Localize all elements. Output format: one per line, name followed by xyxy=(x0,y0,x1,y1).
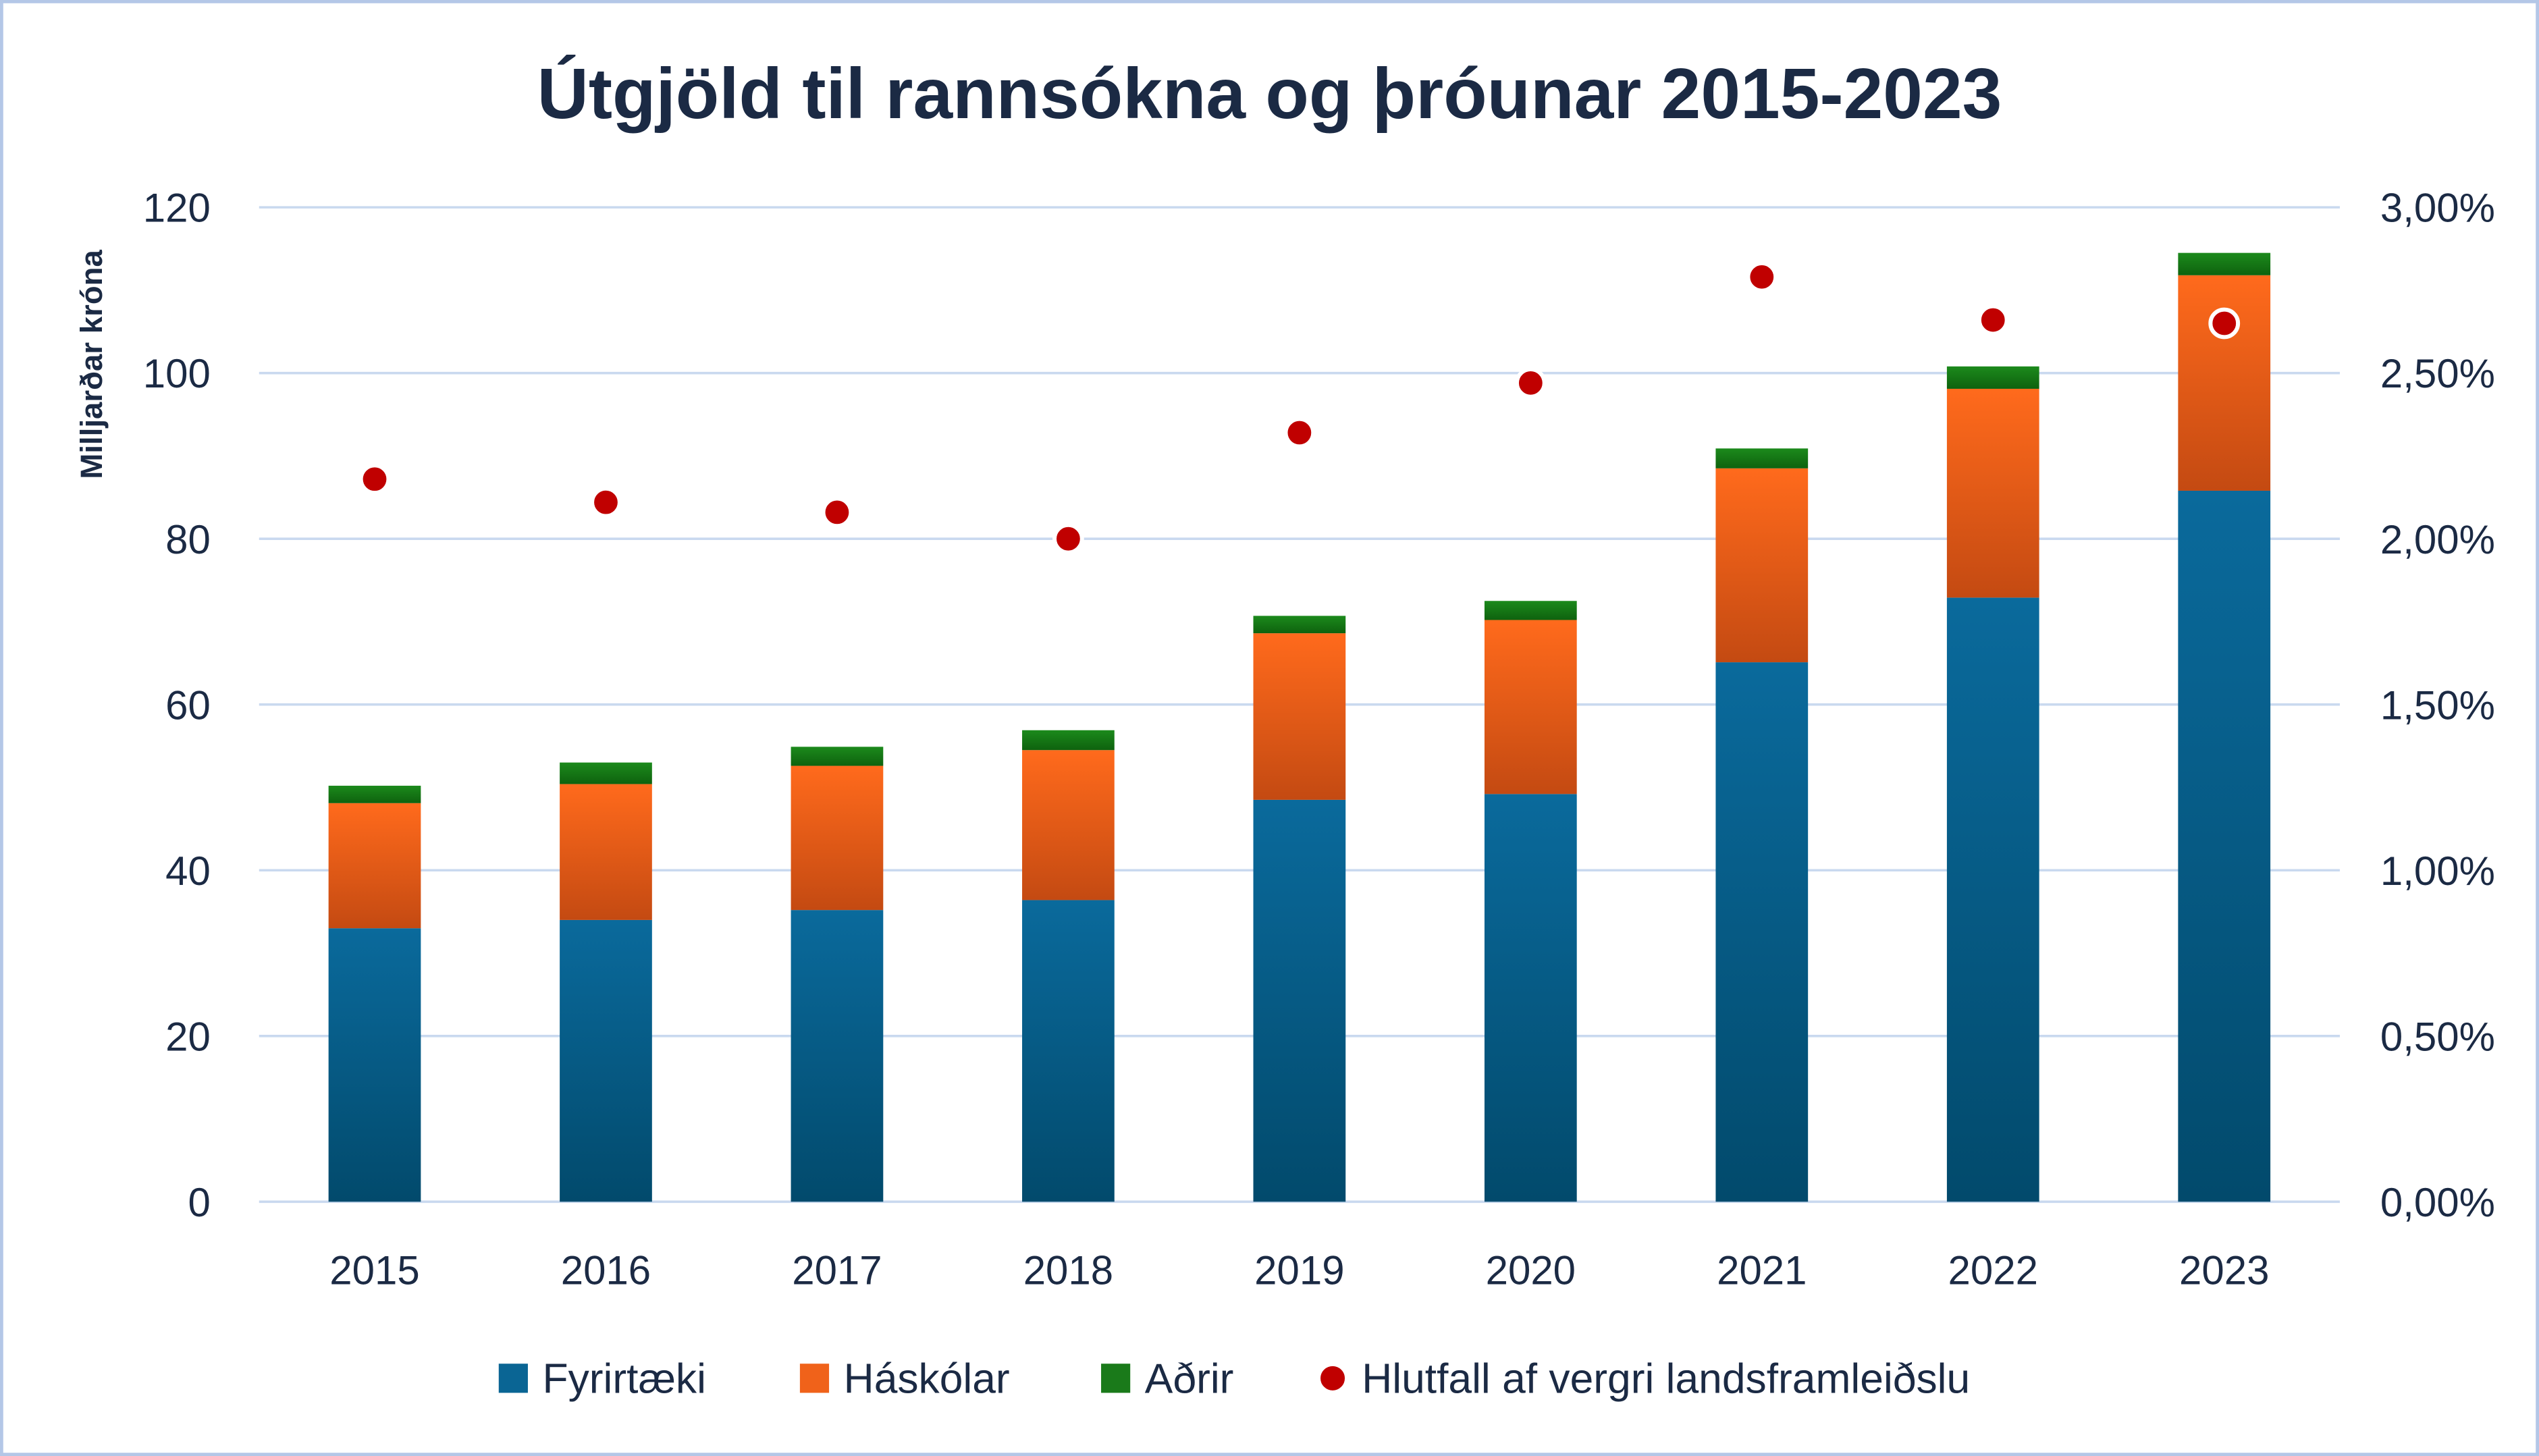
bar-háskólar-2016 xyxy=(560,784,652,920)
y-tick-label: 40 xyxy=(165,848,211,894)
gdp-share-dot-2021 xyxy=(1746,261,1778,293)
bar-aðrir-2021 xyxy=(1715,448,1809,468)
bar-háskólar-2017 xyxy=(791,765,884,911)
bar-aðrir-2016 xyxy=(560,762,652,784)
y-tick-label: 0 xyxy=(188,1180,210,1225)
y-axis-label: Milljarðar króna xyxy=(74,249,109,479)
x-tick-label: 2019 xyxy=(1254,1248,1344,1293)
gdp-share-dot-2018 xyxy=(1052,522,1084,555)
bar-fyrirtæki-2015 xyxy=(328,928,421,1202)
bar-háskólar-2020 xyxy=(1484,620,1577,794)
bar-fyrirtæki-2017 xyxy=(791,910,884,1202)
gdp-share-dot-2017 xyxy=(821,496,853,529)
gdp-share-dot-2019 xyxy=(1283,416,1316,449)
x-tick-label: 2020 xyxy=(1486,1248,1576,1293)
bar-aðrir-2018 xyxy=(1022,730,1115,751)
bar-aðrir-2019 xyxy=(1253,616,1346,634)
x-tick-label: 2015 xyxy=(329,1248,419,1293)
x-tick-label: 2016 xyxy=(561,1248,651,1293)
bar-fyrirtæki-2023 xyxy=(2178,490,2271,1202)
bar-fyrirtæki-2020 xyxy=(1484,794,1577,1202)
bar-háskólar-2021 xyxy=(1715,468,1809,663)
legend-label: Aðrir xyxy=(1145,1355,1234,1402)
y-tick-label: 120 xyxy=(143,186,211,231)
gdp-share-dot-2023 xyxy=(2208,307,2241,340)
bar-fyrirtæki-2019 xyxy=(1253,799,1346,1202)
y-tick-label: 60 xyxy=(165,682,211,728)
y2-tick-label: 2,50% xyxy=(2380,351,2495,396)
legend-marker-3 xyxy=(1317,1363,1348,1394)
bar-fyrirtæki-2022 xyxy=(1946,597,2039,1202)
bar-háskólar-2018 xyxy=(1022,750,1115,900)
x-tick-label: 2021 xyxy=(1717,1248,1807,1293)
bar-aðrir-2017 xyxy=(791,747,884,766)
gdp-share-dot-2016 xyxy=(590,486,622,518)
y2-tick-label: 1,50% xyxy=(2380,682,2495,728)
bar-fyrirtæki-2018 xyxy=(1022,900,1115,1202)
y2-tick-label: 3,00% xyxy=(2380,186,2495,231)
y-tick-label: 100 xyxy=(143,351,211,396)
gdp-share-dot-2022 xyxy=(1977,304,2009,336)
y-tick-label: 80 xyxy=(165,517,211,562)
x-tick-label: 2022 xyxy=(1948,1248,2038,1293)
y2-tick-label: 0,50% xyxy=(2380,1014,2495,1059)
y-tick-label: 20 xyxy=(165,1014,211,1059)
bar-aðrir-2020 xyxy=(1484,601,1577,620)
bar-fyrirtæki-2021 xyxy=(1715,662,1809,1202)
x-tick-label: 2018 xyxy=(1023,1248,1113,1293)
y2-tick-label: 1,00% xyxy=(2380,848,2495,894)
legend-label: Háskólar xyxy=(844,1355,1010,1402)
bar-háskólar-2015 xyxy=(328,803,421,929)
gdp-share-dot-2020 xyxy=(1514,367,1547,399)
x-tick-label: 2023 xyxy=(2179,1248,2269,1293)
legend-label: Hlutfall af vergri landsframleiðslu xyxy=(1362,1355,1970,1402)
bar-aðrir-2023 xyxy=(2178,252,2271,275)
bar-aðrir-2015 xyxy=(328,786,421,803)
x-tick-label: 2017 xyxy=(792,1248,882,1293)
gdp-share-dot-2015 xyxy=(358,463,391,495)
bar-aðrir-2022 xyxy=(1946,366,2039,389)
legend-swatch-1 xyxy=(799,1364,830,1393)
legend-label: Fyrirtæki xyxy=(543,1355,706,1402)
legend-swatch-2 xyxy=(1101,1364,1131,1393)
y2-tick-label: 2,00% xyxy=(2380,517,2495,562)
chart-title: Útgjöld til rannsókna og þróunar 2015-20… xyxy=(537,54,2002,134)
bar-háskólar-2022 xyxy=(1946,388,2039,598)
y2-tick-label: 0,00% xyxy=(2380,1180,2495,1225)
bar-fyrirtæki-2016 xyxy=(560,919,652,1202)
legend-swatch-0 xyxy=(498,1364,528,1393)
bar-háskólar-2019 xyxy=(1253,633,1346,800)
